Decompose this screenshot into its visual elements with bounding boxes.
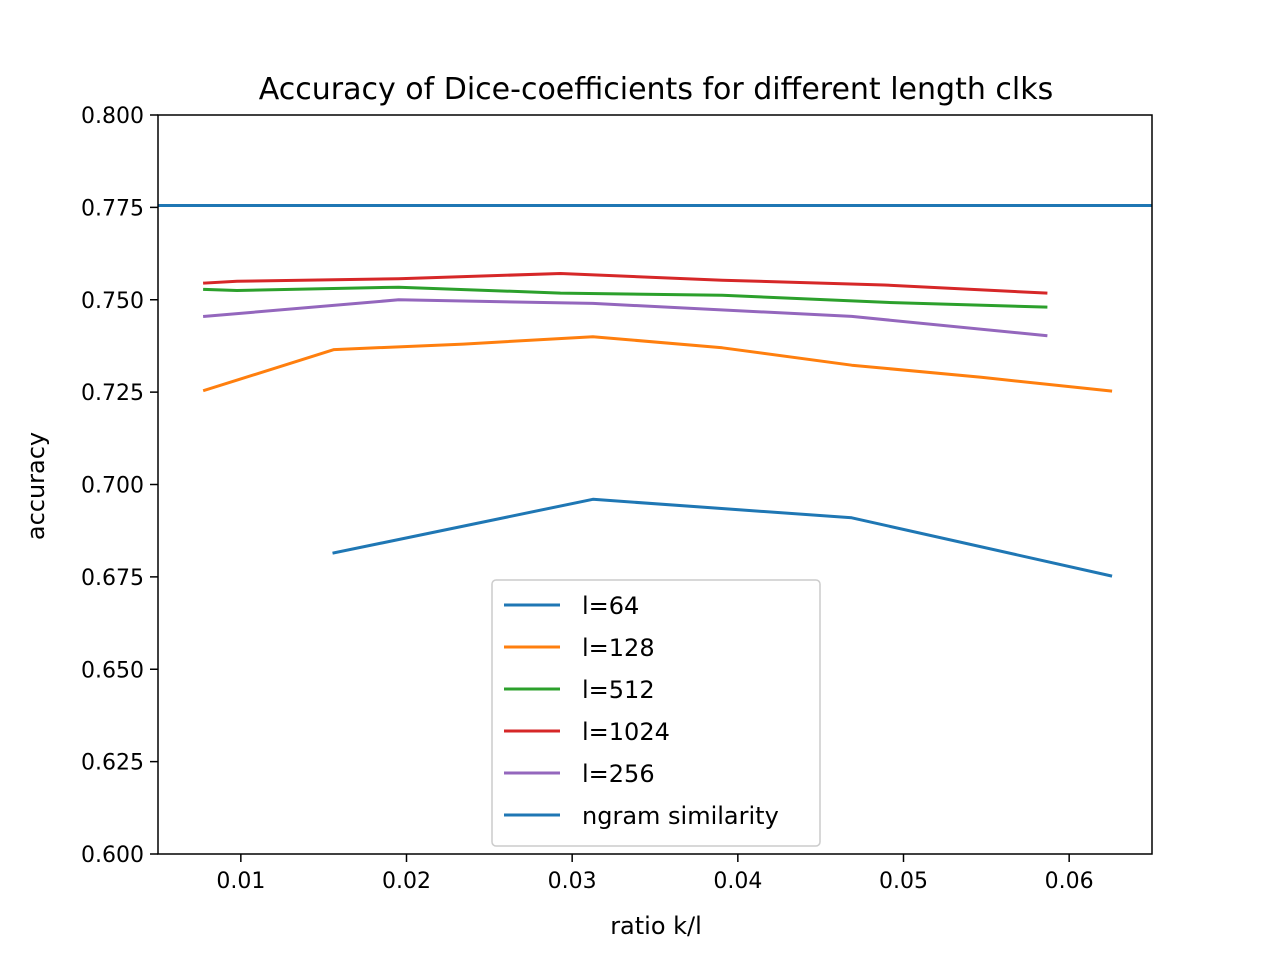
y-axis-label: accuracy: [22, 432, 50, 540]
legend-box: [491, 579, 821, 847]
y-tick-label: 0.725: [81, 381, 144, 406]
y-tick-label: 0.800: [81, 104, 144, 129]
x-tick-label: 0.04: [713, 869, 762, 894]
x-tick-label: 0.03: [548, 869, 597, 894]
legend-label-l-128: l=128: [582, 634, 655, 662]
chart-title: Accuracy of Dice-coefficients for differ…: [259, 72, 1053, 107]
y-tick-label: 0.675: [81, 566, 144, 591]
series-line-l-256: [202, 298, 1048, 338]
x-axis-label: ratio k/l: [610, 912, 702, 940]
plot-area: [158, 204, 1152, 578]
y-tick-label: 0.625: [81, 751, 144, 776]
y-tick-label: 0.750: [81, 289, 144, 314]
series-line-l-1024: [203, 272, 1048, 295]
y-tick-label: 0.600: [81, 843, 144, 868]
y-tick-label: 0.775: [81, 196, 144, 221]
legend-label-l-256: l=256: [582, 760, 655, 788]
series-line-l-512: [203, 285, 1048, 309]
legend-label-l-512: l=512: [582, 676, 655, 704]
legend-label-l-64: l=64: [582, 592, 639, 620]
legend-label-ngram-similarity: ngram similarity: [582, 802, 779, 830]
x-tick-label: 0.05: [879, 869, 928, 894]
x-tick-label: 0.06: [1045, 869, 1094, 894]
x-tick-label: 0.02: [382, 869, 431, 894]
series-line-l-64: [332, 497, 1113, 578]
x-tick-label: 0.01: [216, 869, 265, 894]
legend-label-l-1024: l=1024: [582, 718, 670, 746]
axes: 0.01 0.02 0.03 0.04 0.05 0.06 0.600 0.625 0.650 0…: [81, 104, 1153, 894]
series-group: [158, 204, 1152, 578]
legend: l=64 l=128 l=512 l=1024 l=256 ngram similarit…: [491, 579, 821, 847]
series-line-l-128: [202, 335, 1113, 393]
y-tick-label: 0.700: [81, 474, 144, 499]
y-tick-label: 0.650: [81, 658, 144, 683]
